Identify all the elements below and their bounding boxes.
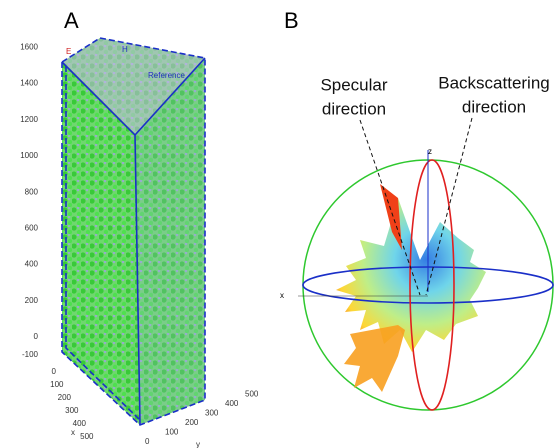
field-label: E (66, 47, 71, 56)
annotation: Backscattering (438, 73, 550, 92)
panel-label: B (284, 8, 299, 33)
tick-label: 1200 (20, 115, 38, 124)
annotation: Specular (320, 75, 387, 94)
tick-label: 100 (165, 428, 179, 437)
axis-label: x (71, 428, 75, 437)
tick-label: 0 (145, 437, 150, 446)
tick-label: 400 (73, 419, 87, 428)
panel-label: A (64, 8, 79, 33)
tick-label: 100 (50, 380, 64, 389)
axis-label: z (428, 147, 432, 156)
box-volume (61, 37, 206, 426)
tick-label: 400 (225, 399, 239, 408)
annotation: direction (322, 99, 386, 118)
tick-label: 300 (65, 406, 79, 415)
tick-label: 600 (25, 224, 39, 233)
tick-label: 200 (185, 418, 199, 427)
tick-label: 300 (205, 409, 219, 418)
tick-label: -100 (22, 350, 39, 359)
scattering-sphere (298, 117, 554, 411)
annotation: direction (462, 97, 526, 116)
tick-label: 1400 (20, 79, 38, 88)
axis-label: x (280, 291, 284, 300)
tick-label: 800 (25, 187, 39, 196)
tick-label: 500 (245, 390, 259, 399)
reference-label: Reference (148, 71, 185, 80)
tick-label: 0 (34, 332, 39, 341)
tick-label: 200 (25, 296, 39, 305)
tick-label: 200 (58, 393, 72, 402)
field-label: H (122, 45, 128, 54)
axis-label: y (196, 440, 200, 448)
tick-label: 400 (25, 260, 39, 269)
tick-label: 1000 (20, 151, 38, 160)
tick-label: 500 (80, 432, 94, 441)
tick-label: 1600 (20, 43, 38, 52)
tick-label: 0 (52, 367, 57, 376)
